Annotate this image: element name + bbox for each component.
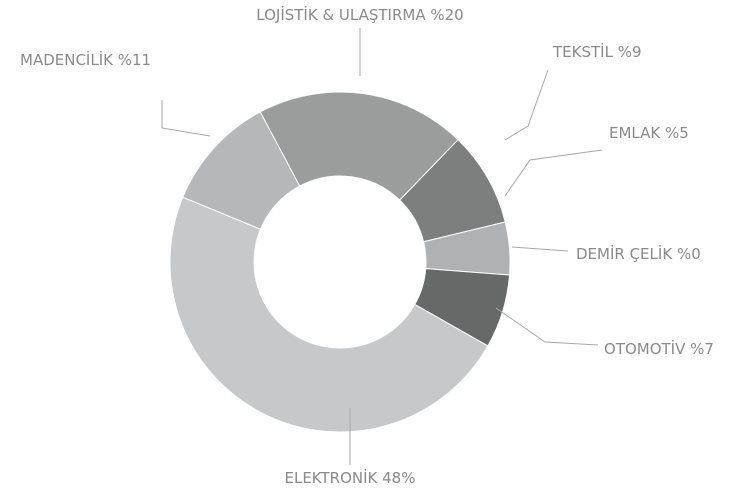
- value-label: %0: [677, 245, 701, 263]
- leader-line: [161, 100, 211, 137]
- value-label: %9: [618, 43, 642, 61]
- value-label: %11: [118, 51, 151, 69]
- slice-label: TEKSTİL %9: [552, 42, 642, 61]
- value-label: 48%: [382, 469, 415, 487]
- leader-line: [495, 307, 599, 346]
- category-name: TEKSTİL: [552, 42, 614, 61]
- category-name: MADENCİLİK: [20, 50, 114, 69]
- donut-slice: [169, 196, 489, 433]
- category-name: ELEKTRONİK: [285, 468, 379, 487]
- category-name: EMLAK: [609, 124, 661, 142]
- leader-line: [504, 149, 603, 197]
- slice-label: LOJİSTİK & ULAŞTIRMA %20: [256, 5, 463, 24]
- value-label: %20: [430, 6, 463, 24]
- slice-label: ELEKTRONİK 48%: [285, 468, 416, 487]
- category-name: OTOMOTİV: [604, 339, 686, 358]
- donut-slice: [182, 111, 301, 230]
- leader-line: [511, 246, 569, 252]
- donut-slice: [259, 91, 459, 201]
- value-label: %7: [690, 340, 714, 358]
- slice-label: OTOMOTİV %7: [604, 339, 714, 358]
- leader-line: [504, 69, 549, 141]
- value-label: %5: [665, 124, 689, 142]
- category-name: DEMİR ÇELİK: [576, 244, 673, 263]
- slice-label: EMLAK %5: [609, 124, 689, 142]
- slice-label: MADENCİLİK %11: [20, 50, 151, 69]
- slice-label: DEMİR ÇELİK %0: [576, 244, 701, 263]
- category-name: LOJİSTİK & ULAŞTIRMA: [256, 5, 426, 24]
